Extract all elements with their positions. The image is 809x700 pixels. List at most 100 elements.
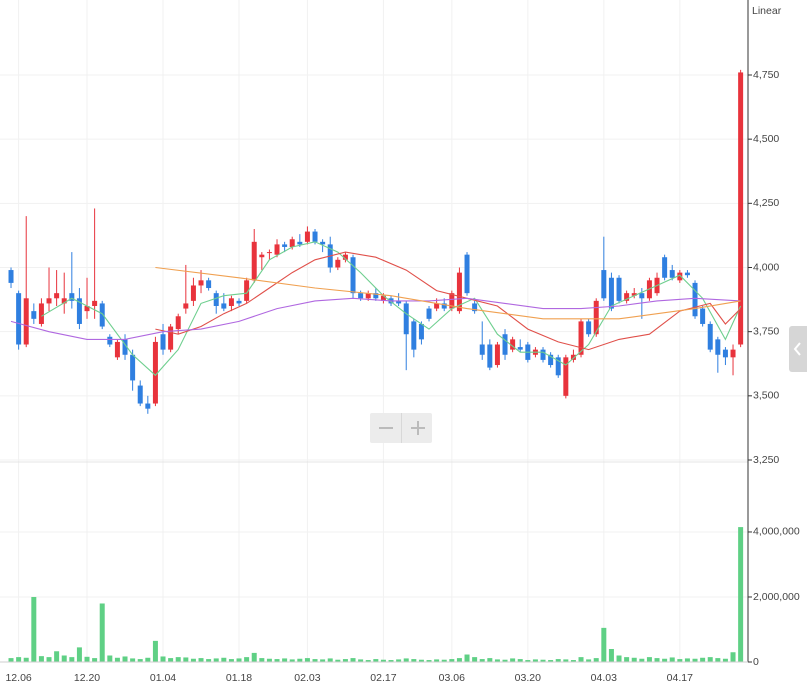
candle-body: [616, 277, 622, 301]
x-tick-label: 02.03: [294, 672, 320, 684]
candle-body: [715, 339, 721, 355]
candle-body: [707, 323, 713, 350]
volume-bar: [456, 658, 462, 662]
volume-bar: [570, 660, 576, 662]
x-tick-label: 01.18: [226, 672, 252, 684]
volume-bar: [472, 657, 478, 662]
x-tick-label: 04.03: [591, 672, 617, 684]
volume-bar: [449, 659, 455, 662]
volume-bar: [418, 659, 424, 662]
side-panel-toggle[interactable]: [789, 326, 807, 372]
candle-body: [578, 321, 584, 355]
x-tick-label: 04.17: [667, 672, 693, 684]
candle-body: [517, 347, 523, 350]
volume-bar: [707, 657, 713, 662]
volume-bar: [624, 657, 630, 662]
candle-body: [38, 303, 44, 324]
candle-body: [487, 344, 493, 368]
candle-body: [350, 257, 356, 294]
y-tick-label: 4,000,000: [753, 526, 800, 538]
volume-bar: [69, 657, 75, 662]
volume-bar: [282, 658, 288, 662]
candle-body: [593, 300, 599, 335]
candle-body: [320, 241, 326, 245]
volume-bar: [441, 659, 447, 662]
volume-bar: [304, 658, 310, 662]
candle-body: [8, 270, 14, 283]
candle-body: [373, 293, 379, 299]
volume-bar: [358, 659, 364, 662]
volume-bar: [46, 657, 52, 662]
y-tick-label: 4,250: [753, 197, 779, 209]
volume-bar: [586, 659, 592, 662]
candle-body: [540, 349, 546, 360]
volume-bar: [730, 652, 736, 662]
volume-bar: [259, 658, 265, 662]
zoom-controls: [370, 413, 432, 443]
candle-body: [570, 354, 576, 360]
volume-bar: [221, 657, 227, 662]
volume-bar: [494, 659, 500, 662]
volume-bar: [738, 527, 744, 662]
volume-bar: [532, 659, 538, 662]
volume-bar: [84, 656, 90, 662]
volume-bar: [251, 652, 257, 662]
candle-body: [472, 303, 478, 312]
candle-body: [342, 254, 348, 260]
moving-average-line: [155, 266, 741, 320]
candle-body: [312, 231, 318, 242]
x-tick-label: 03.20: [515, 672, 541, 684]
candle-body: [244, 280, 250, 301]
candle-body: [175, 316, 181, 330]
candle-body: [449, 293, 455, 309]
volume-bar: [601, 627, 607, 662]
candle-body: [358, 293, 364, 299]
volume-bar: [99, 603, 105, 662]
volume-bar: [23, 657, 29, 662]
volume-bar: [54, 651, 60, 662]
volume-bar: [274, 659, 280, 662]
candle-body: [677, 272, 683, 281]
volume-bar: [692, 658, 698, 662]
candle-body: [365, 293, 371, 299]
candle-body: [601, 270, 607, 299]
volume-bar: [677, 659, 683, 662]
candle-body: [548, 354, 554, 366]
candle-body: [92, 300, 98, 306]
candle-body: [145, 403, 151, 409]
scale-label: Linear: [752, 5, 782, 17]
volume-bar: [92, 658, 98, 662]
volume-bar: [411, 659, 417, 662]
candle-body: [198, 280, 204, 286]
candle-body: [608, 277, 614, 309]
candle-body: [304, 231, 310, 242]
y-tick-label: 3,750: [753, 325, 779, 337]
volume-bar: [608, 648, 614, 662]
candle-body: [563, 357, 569, 396]
candle-body: [335, 259, 341, 268]
volume-bar: [137, 659, 143, 662]
y-tick-label: 3,250: [753, 454, 779, 466]
candle-body: [122, 339, 128, 355]
moving-average-line: [155, 251, 741, 351]
volume-bar: [320, 659, 326, 662]
volume-bar: [563, 659, 569, 662]
zoom-in-button[interactable]: [400, 413, 433, 443]
candle-body: [130, 354, 136, 381]
volume-bar: [639, 658, 645, 662]
candle-body: [190, 285, 196, 301]
volume-bar: [175, 657, 181, 662]
zoom-out-button[interactable]: [370, 413, 401, 443]
volume-bar: [152, 640, 158, 662]
candle-body: [411, 321, 417, 350]
candle-body: [456, 272, 462, 312]
volume-bar: [16, 657, 22, 662]
candle-body: [669, 270, 675, 278]
volume-bar: [130, 658, 136, 662]
volume-bar: [487, 658, 493, 662]
volume-bar: [335, 659, 341, 662]
candle-body: [76, 298, 82, 324]
volume-bar: [244, 657, 250, 662]
candle-body: [662, 257, 668, 278]
